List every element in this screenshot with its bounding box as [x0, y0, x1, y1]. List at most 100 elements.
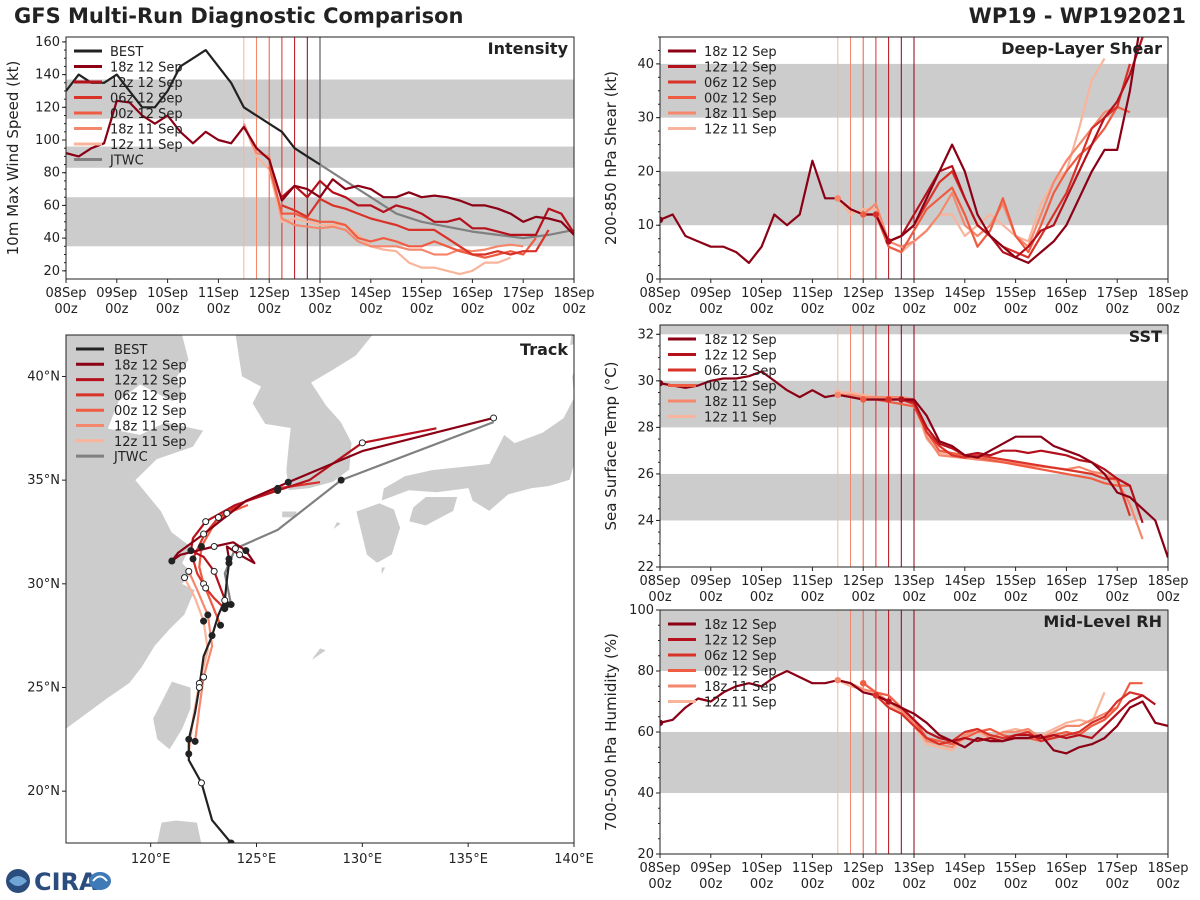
series-line-18z-12-sep — [660, 37, 1140, 264]
series-line-12z-12-sep — [901, 398, 1144, 524]
land-luzon — [156, 819, 202, 843]
track-point-00z-12-sep — [223, 509, 231, 517]
x-tick-hour: 00z — [699, 590, 723, 605]
legend-label-12z-11-sep: 12z 11 Sep — [704, 696, 777, 711]
panel-title: Track — [520, 340, 568, 359]
track-point-best — [221, 596, 229, 604]
series-group — [660, 370, 1168, 559]
lat-tick-label: 20°N — [27, 784, 60, 799]
track-point-best — [185, 735, 193, 743]
track-point-18z-12-sep — [210, 542, 218, 550]
track-point-18z-11-sep — [200, 673, 208, 681]
y-tick-label: 30 — [637, 111, 654, 126]
y-tick-label: 20 — [637, 847, 654, 862]
y-tick-label: 160 — [35, 35, 60, 50]
legend-label-06z-12-sep: 06z 12 Sep — [114, 389, 187, 404]
lat-tick-label: 30°N — [27, 577, 60, 592]
x-tick-hour: 00z — [648, 877, 672, 892]
panel-title: Intensity — [488, 39, 569, 58]
lat-tick-label: 40°N — [27, 369, 60, 384]
track-point-12z-12-sep — [202, 518, 210, 526]
panel-title: Mid-Level RH — [1043, 612, 1162, 631]
intensity-chart: 2040608010012014016008Sep00z09Sep00z10Se… — [4, 35, 595, 317]
track-point-12z-12-sep — [358, 439, 366, 447]
track-point-18z-12-sep — [284, 478, 292, 486]
x-tick-day: 12Sep — [249, 286, 290, 301]
series-start-marker-00z-12-sep — [860, 680, 867, 687]
x-tick-hour: 00z — [852, 877, 876, 892]
track-point-18z-12-sep — [236, 551, 244, 559]
x-tick-day: 17Sep — [1097, 861, 1138, 876]
x-tick-hour: 00z — [105, 302, 129, 317]
x-tick-day: 14Sep — [944, 861, 985, 876]
x-tick-hour: 00z — [699, 302, 723, 317]
x-tick-day: 09Sep — [690, 286, 731, 301]
x-tick-day: 17Sep — [503, 286, 544, 301]
x-tick-hour: 00z — [902, 877, 926, 892]
land-shikoku — [408, 496, 458, 527]
legend-label-12z-12-sep: 12z 12 Sep — [704, 349, 777, 364]
lon-tick-label: 125°E — [237, 852, 277, 867]
y-tick-label: 26 — [637, 467, 654, 482]
x-tick-hour: 00z — [902, 590, 926, 605]
series-line-best — [66, 49, 321, 166]
y-axis-label: Sea Surface Temp (°C) — [602, 361, 620, 530]
map-group — [66, 335, 574, 843]
x-tick-day: 14Sep — [350, 286, 391, 301]
land-china-mainland — [66, 335, 205, 730]
track-point-best — [208, 632, 216, 640]
series-line-18z-11-sep — [837, 105, 1118, 248]
legend-label-best: BEST — [110, 45, 143, 60]
lon-tick-label: 120°E — [131, 852, 171, 867]
x-tick-day: 10Sep — [741, 574, 782, 589]
legend-label-18z-11-sep: 18z 11 Sep — [114, 420, 187, 435]
x-tick-day: 11Sep — [792, 574, 833, 589]
track-point-06z-12-sep — [202, 584, 210, 592]
series-start-marker-18z-12-sep — [660, 216, 664, 224]
y-tick-label: 60 — [637, 725, 654, 740]
y-tick-label: 40 — [637, 786, 654, 801]
lat-tick-label: 35°N — [27, 473, 60, 488]
x-tick-day: 15Sep — [995, 861, 1036, 876]
land-honshu — [381, 369, 574, 512]
x-tick-hour: 00z — [1055, 877, 1079, 892]
y-tick-label: 100 — [629, 603, 654, 618]
shear-chart: 01020304008Sep00z09Sep00z10Sep00z11Sep00… — [602, 36, 1189, 317]
x-tick-hour: 00z — [562, 302, 586, 317]
x-tick-day: 12Sep — [843, 574, 884, 589]
track-map: 120°E 125°E 130°E 135°E 140°E 20°N 25°N 30°N 35°… — [27, 334, 594, 867]
track-point-best — [197, 779, 205, 787]
y-tick-label: 20 — [43, 264, 60, 279]
y-tick-label: 28 — [637, 420, 654, 435]
legend-label-00z-12-sep: 00z 12 Sep — [704, 92, 777, 107]
land-korea — [234, 335, 374, 491]
legend-label-18z-11-sep: 18z 11 Sep — [704, 680, 777, 695]
x-tick-hour: 00z — [801, 590, 825, 605]
y-tick-label: 24 — [637, 513, 654, 528]
track-point-jtwc — [337, 476, 345, 484]
land-tanegashima — [381, 566, 387, 576]
x-tick-day: 16Sep — [1046, 286, 1087, 301]
x-tick-day: 12Sep — [843, 286, 884, 301]
x-tick-day: 17Sep — [1097, 286, 1138, 301]
y-tick-label: 40 — [43, 231, 60, 246]
track-point-12z-11-sep — [185, 750, 193, 758]
legend-label-best: BEST — [114, 343, 147, 358]
x-tick-hour: 00z — [953, 590, 977, 605]
series-start-marker-18z-12-sep — [660, 719, 664, 727]
y-tick-label: 10 — [637, 218, 654, 233]
legend-label-18z-11-sep: 18z 11 Sep — [704, 107, 777, 122]
y-tick-label: 20 — [637, 164, 654, 179]
x-tick-day: 14Sep — [944, 286, 985, 301]
panel-title: Deep-Layer Shear — [1001, 39, 1162, 58]
land-goto — [332, 521, 342, 531]
series-line-06z-12-sep — [281, 197, 550, 256]
figure-title: GFS Multi-Run Diagnostic Comparison — [14, 4, 464, 28]
legend-label-18z-12-sep: 18z 12 Sep — [110, 61, 183, 76]
x-tick-day: 13Sep — [893, 574, 934, 589]
x-tick-hour: 00z — [410, 302, 434, 317]
x-tick-day: 09Sep — [690, 861, 731, 876]
track-point-00z-12-sep — [217, 621, 225, 629]
series-start-marker-12z-12-sep — [885, 238, 892, 245]
land-okinawa — [311, 647, 328, 661]
